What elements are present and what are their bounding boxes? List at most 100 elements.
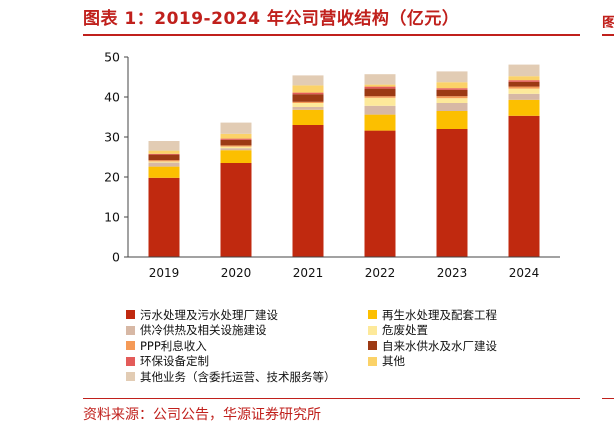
legend-label: 供冷供热及相关设施建设: [140, 323, 267, 337]
legend-swatch: [126, 325, 135, 335]
y-tick-label: 20: [104, 170, 120, 185]
legend-label: 其他业务（含委托运营、技术服务等）: [140, 369, 336, 384]
x-tick-label: 2020: [221, 266, 252, 280]
x-tick-label: 2022: [365, 266, 396, 280]
bar-segment-2020-s6: [220, 138, 252, 140]
bar-segment-2024-s3: [508, 88, 540, 94]
bar-segment-2024-s0: [508, 115, 540, 257]
x-tick-label: 2023: [437, 266, 468, 280]
bar-segment-2023-s0: [436, 129, 468, 257]
legend-item: 自来水供水及水厂建设: [368, 338, 497, 353]
adjacent-footer-rule: [602, 398, 614, 399]
bar-segment-2022-s7: [364, 84, 396, 87]
legend-label: 再生水处理及配套工程: [382, 307, 497, 322]
bar-segment-2023-s8: [436, 71, 468, 83]
bar-segment-2023-s2: [436, 103, 468, 111]
legend-label: 其他: [382, 354, 405, 368]
bar-segment-2020-s4: [220, 145, 252, 147]
x-tick-label: 2019: [149, 266, 180, 280]
bar-segment-2021-s5: [292, 94, 324, 102]
adjacent-title-underline: [602, 34, 614, 36]
legend-label: 自来水供水及水厂建设: [382, 338, 497, 353]
bar-segment-2023-s3: [436, 98, 468, 103]
legend-swatch: [126, 341, 135, 350]
axes: 2019 2020 2021 2022 2023 2024 0 10 20 30 40 50: [104, 50, 560, 280]
x-tick-label: 2021: [293, 266, 324, 280]
bar-segment-2020-s2: [220, 148, 252, 151]
bar-segment-2021-s1: [292, 109, 324, 125]
bar-segment-2019-s6: [148, 153, 180, 155]
bar-segment-2019-s2: [148, 162, 180, 167]
bar-segment-2022-s5: [364, 88, 396, 97]
legend-swatch: [126, 356, 135, 366]
legend-item: 危废处置: [368, 323, 428, 338]
bar-segment-2019-s3: [148, 161, 180, 163]
legend-item: 其他: [368, 354, 405, 369]
bar-segment-2024-s2: [508, 93, 540, 100]
bar-segment-2019-s5: [148, 154, 180, 161]
legend-item: 污水处理及污水处理厂建设: [126, 307, 278, 322]
legend-item: PPP利息收入: [126, 338, 207, 353]
bar-segment-2024-s7: [508, 76, 540, 81]
bar-segment-2019-s1: [148, 166, 180, 178]
bar-segment-2021-s8: [292, 75, 324, 86]
bar-segment-2023-s6: [436, 88, 468, 90]
bar-segment-2020-s3: [220, 146, 252, 149]
bar-group: [148, 64, 540, 257]
footer-rule: [83, 398, 580, 399]
legend-label: PPP利息收入: [140, 338, 207, 353]
adjacent-page-title-fragment: 图: [602, 14, 614, 28]
bar-segment-2023-s1: [436, 111, 468, 129]
y-tick-label: 10: [104, 210, 120, 225]
bar-segment-2022-s6: [364, 86, 396, 89]
legend-item: 再生水处理及配套工程: [368, 307, 497, 322]
bar-segment-2021-s7: [292, 85, 324, 93]
bar-segment-2019-s7: [148, 150, 180, 154]
bar-segment-2021-s2: [292, 107, 324, 110]
bar-segment-2023-s7: [436, 82, 468, 89]
legend-swatch: [368, 325, 377, 335]
bar-segment-2020-s7: [220, 133, 252, 139]
legend-label: 污水处理及污水处理厂建设: [140, 307, 278, 322]
source-note: 资料来源：公司公告，华源证券研究所: [83, 407, 321, 423]
legend-item: 其他业务（含委托运营、技术服务等）: [126, 369, 336, 384]
bar-segment-2022-s8: [364, 74, 396, 85]
bar-segment-2023-s4: [436, 96, 468, 99]
y-tick-label: 0: [112, 250, 120, 265]
bar-segment-2019-s0: [148, 177, 180, 257]
bar-segment-2021-s0: [292, 125, 324, 257]
chart-title: 图表 1：2019-2024 年公司营收结构（亿元）: [83, 9, 460, 29]
bar-segment-2020-s8: [220, 122, 252, 134]
legend-swatch: [126, 372, 135, 381]
bar-segment-2021-s3: [292, 103, 324, 107]
title-underline: [83, 34, 580, 36]
bar-segment-2022-s3: [364, 97, 396, 106]
bar-segment-2022-s1: [364, 114, 396, 131]
legend-label: 危废处置: [382, 323, 428, 337]
bar-segment-2020-s1: [220, 150, 252, 163]
y-tick-label: 50: [104, 50, 120, 65]
legend-label: 环保设备定制: [140, 354, 209, 368]
stacked-bar-chart: 2019 2020 2021 2022 2023 2024 0 10 20 30 40 50: [104, 50, 560, 280]
bar-segment-2020-s5: [220, 139, 252, 146]
bar-segment-2019-s4: [148, 160, 180, 162]
bar-segment-2022-s0: [364, 130, 396, 257]
bar-segment-2021-s6: [292, 92, 324, 95]
y-tick-label: 30: [104, 130, 120, 145]
legend-swatch: [368, 356, 377, 366]
bar-segment-2022-s2: [364, 105, 396, 115]
bar-segment-2024-s8: [508, 64, 540, 77]
legend-item: 供冷供热及相关设施建设: [126, 323, 267, 338]
bar-segment-2020-s0: [220, 163, 252, 257]
x-tick-label: 2024: [509, 266, 540, 280]
legend-swatch: [126, 310, 135, 319]
legend-swatch: [368, 341, 377, 350]
bar-segment-2019-s8: [148, 141, 180, 151]
bar-segment-2024-s1: [508, 99, 540, 116]
y-tick-label: 40: [104, 90, 120, 105]
legend-item: 环保设备定制: [126, 354, 209, 369]
legend-swatch: [368, 310, 377, 319]
bar-segment-2021-s4: [292, 101, 324, 103]
bar-segment-2022-s4: [364, 96, 396, 98]
bar-segment-2024-s5: [508, 81, 540, 87]
